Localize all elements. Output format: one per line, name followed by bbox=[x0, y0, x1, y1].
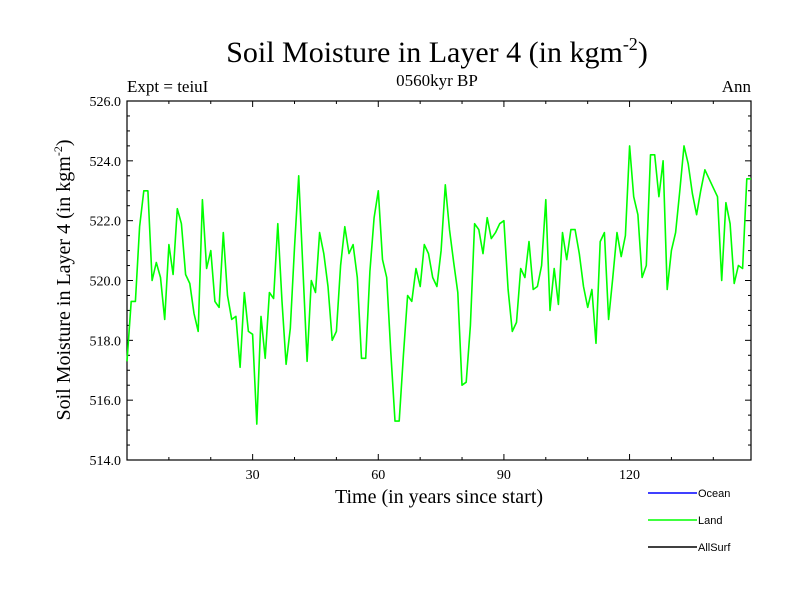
legend-label-ocean: Ocean bbox=[698, 488, 730, 500]
y-axis-label-main: Soil Moisture in Layer 4 (in kgm bbox=[53, 156, 75, 421]
y-axis-label-close: ) bbox=[53, 139, 75, 146]
y-tick-label: 514.0 bbox=[90, 454, 122, 469]
y-tick-label: 526.0 bbox=[90, 95, 122, 110]
expt-label: Expt = teiuI bbox=[127, 77, 209, 96]
x-tick-label: 30 bbox=[246, 468, 260, 483]
series-line-land bbox=[126, 145, 751, 425]
legend-label-land: Land bbox=[698, 515, 722, 527]
y-tick-label: 516.0 bbox=[90, 394, 122, 409]
series-group bbox=[126, 145, 751, 425]
legend: Ocean Land AllSurf bbox=[648, 488, 731, 554]
chart-subtitle: 0560kyr BP bbox=[396, 71, 478, 90]
y-tick-label: 520.0 bbox=[90, 275, 122, 290]
season-label: Ann bbox=[722, 77, 752, 96]
chart-title-main: Soil Moisture in Layer 4 (in kgm bbox=[226, 36, 623, 69]
x-axis-ticks: 30 60 90 120 bbox=[168, 101, 714, 483]
y-axis-ticks: 514.0 516.0 518.0 520.0 522.0 524.0 526.0 bbox=[90, 95, 751, 469]
y-axis-label-superscript: -2 bbox=[51, 146, 65, 156]
y-tick-label: 524.0 bbox=[90, 155, 122, 170]
x-tick-label: 120 bbox=[619, 468, 640, 483]
chart-title: Soil Moisture in Layer 4 (in kgm-2) bbox=[226, 34, 648, 69]
x-tick-label: 90 bbox=[497, 468, 511, 483]
y-tick-label: 522.0 bbox=[90, 215, 122, 230]
y-tick-label: 518.0 bbox=[90, 334, 122, 349]
x-tick-label: 60 bbox=[371, 468, 385, 483]
legend-label-allsurf: AllSurf bbox=[698, 542, 731, 554]
y-axis-label: Soil Moisture in Layer 4 (in kgm-2) bbox=[51, 139, 75, 420]
x-axis-label: Time (in years since start) bbox=[335, 486, 543, 508]
chart-title-close: ) bbox=[638, 36, 648, 69]
chart-title-superscript: -2 bbox=[623, 34, 638, 54]
